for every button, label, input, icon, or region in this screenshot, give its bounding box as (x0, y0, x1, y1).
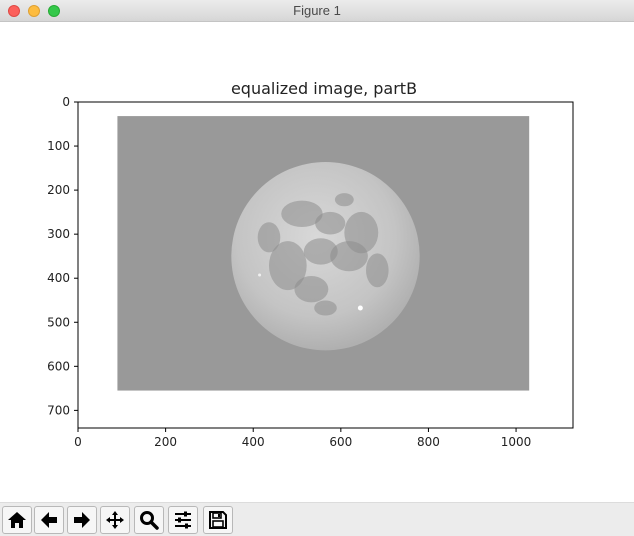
y-tick-label-0: 0 (62, 95, 70, 109)
plot-title: equalized image, partB (231, 79, 417, 98)
y-tick-label-700: 700 (47, 403, 70, 417)
minimize-window-button[interactable] (28, 5, 40, 17)
bright-spot (258, 273, 262, 277)
navigation-toolbar (0, 502, 634, 536)
title-bar[interactable]: Figure 1 (0, 0, 634, 22)
x-tick-label-600: 600 (329, 435, 352, 449)
zoom-magnifier-icon (140, 511, 159, 530)
axes-frame (77, 101, 574, 429)
moon-mare-4 (303, 238, 338, 265)
save-button[interactable] (203, 506, 233, 534)
moon-mare-8 (365, 253, 389, 288)
image-content (78, 102, 573, 428)
x-tick-label-400: 400 (242, 435, 265, 449)
maximize-window-button[interactable] (48, 5, 60, 17)
close-window-button[interactable] (8, 5, 20, 17)
forward-arrow-icon (74, 512, 90, 528)
configure-subplots-icon (175, 511, 191, 529)
moon-mare-6 (294, 275, 329, 303)
save-floppy-icon (209, 511, 227, 529)
pan-button[interactable] (100, 506, 130, 534)
moon-mare-9 (257, 222, 281, 253)
forward-button[interactable] (67, 506, 97, 534)
bright-crater (357, 305, 363, 311)
moon-mare-10 (314, 300, 337, 316)
image-plot[interactable]: equalized image, partB 0 200 400 600 800 1000… (0, 22, 634, 502)
window-title: Figure 1 (293, 3, 341, 18)
moon-mare-1 (315, 211, 346, 235)
moon-mare-5 (268, 241, 307, 291)
axis-ticks: 0 200 400 600 800 1000 0 100 200 300 400 500 600 700 (47, 95, 531, 449)
configure-subplots-button[interactable] (168, 506, 198, 534)
x-tick-label-200: 200 (154, 435, 177, 449)
x-tick-label-1000: 1000 (501, 435, 532, 449)
home-icon (8, 512, 26, 528)
figure-canvas[interactable]: equalized image, partB 0 200 400 600 800 1000… (0, 22, 634, 502)
y-tick-label-500: 500 (47, 315, 70, 329)
x-tick-label-0: 0 (74, 435, 82, 449)
y-tick-label-200: 200 (47, 183, 70, 197)
moon-mare-7 (334, 193, 354, 207)
y-tick-label-100: 100 (47, 139, 70, 153)
moon-mare-3 (330, 241, 368, 272)
pan-move-icon (106, 511, 124, 529)
back-arrow-icon (41, 512, 57, 528)
zoom-button[interactable] (134, 506, 164, 534)
y-tick-label-400: 400 (47, 271, 70, 285)
y-tick-label-600: 600 (47, 359, 70, 373)
moon-mare-0 (281, 200, 323, 227)
y-tick-label-300: 300 (47, 227, 70, 241)
back-button[interactable] (34, 506, 64, 534)
x-tick-label-800: 800 (417, 435, 440, 449)
home-button[interactable] (2, 506, 32, 534)
